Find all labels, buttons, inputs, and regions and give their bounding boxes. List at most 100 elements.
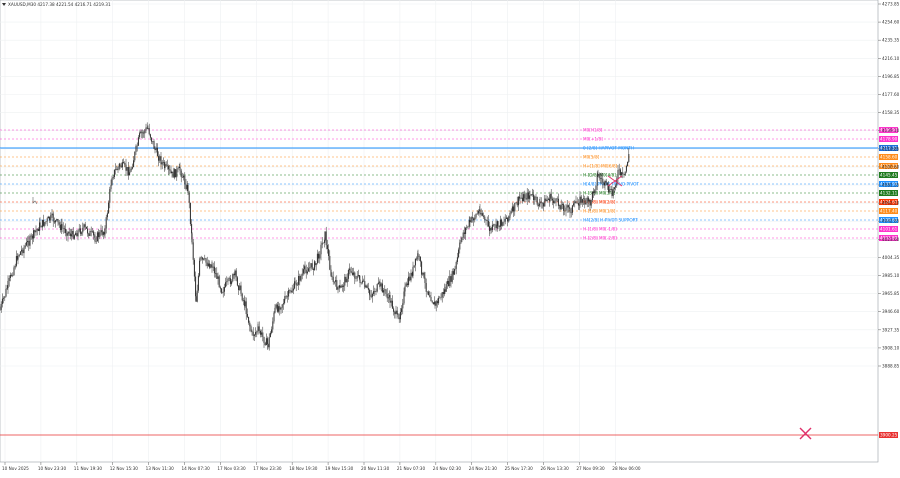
candle-body xyxy=(156,147,158,157)
candle-body xyxy=(559,205,561,210)
candle-body xyxy=(199,257,201,261)
candle-body xyxy=(380,283,382,287)
candle-body xyxy=(556,198,558,200)
candle-body xyxy=(359,275,361,280)
candle-body xyxy=(338,285,340,288)
candle-body xyxy=(519,197,521,199)
time-label: 18 Nov 19:30 xyxy=(289,466,318,471)
candle-body xyxy=(610,189,612,190)
candle-body xyxy=(460,240,462,243)
candle-body xyxy=(468,220,470,227)
candle-body xyxy=(294,281,296,289)
candle-body xyxy=(280,307,282,310)
candle-body xyxy=(71,234,73,237)
level-tag-h-2-8 xyxy=(879,199,898,205)
candle-body xyxy=(187,185,189,193)
candle-body xyxy=(399,311,401,320)
candle-body xyxy=(312,268,314,270)
candle-body xyxy=(530,194,532,196)
price-label: 4119.85 xyxy=(882,146,900,151)
candle-body xyxy=(30,235,32,237)
candle-body xyxy=(159,156,161,161)
candle-body xyxy=(44,222,46,226)
candle-body xyxy=(91,231,93,232)
candle-body xyxy=(485,219,487,221)
candle-body xyxy=(561,204,563,205)
candle-body xyxy=(158,156,160,161)
candle-body xyxy=(601,178,603,180)
candle-body xyxy=(295,282,297,286)
candle-body xyxy=(67,231,69,236)
candle-body xyxy=(553,200,555,204)
candle-body xyxy=(116,169,118,171)
candle-body xyxy=(318,253,320,259)
candle-body xyxy=(257,326,259,329)
candle-body xyxy=(535,196,537,198)
candle-body xyxy=(181,177,183,178)
candle-body xyxy=(549,193,551,202)
candle-body xyxy=(576,202,578,204)
candle-body xyxy=(354,272,356,279)
candle-body xyxy=(584,198,586,205)
candle-body xyxy=(423,272,425,278)
candle-body xyxy=(252,331,254,336)
time-label: 13 Nov 11:30 xyxy=(146,466,175,471)
candle-body xyxy=(4,296,6,298)
candle-body xyxy=(274,307,276,313)
candle-body xyxy=(314,261,316,266)
candle-body xyxy=(419,256,421,262)
candle-body xyxy=(533,194,535,201)
candle-body xyxy=(147,127,149,129)
candle-body xyxy=(606,182,608,186)
candle-body xyxy=(39,222,41,227)
candle-body xyxy=(465,227,467,234)
candle-body xyxy=(160,156,162,165)
candle-body xyxy=(215,273,217,274)
candle-body xyxy=(612,189,614,196)
candle-body xyxy=(212,266,214,268)
candle-body xyxy=(384,289,386,291)
candle-body xyxy=(355,278,357,279)
level-tag-h-dark xyxy=(879,172,898,178)
candle-body xyxy=(363,280,365,282)
candle-body xyxy=(24,245,26,248)
candle-body xyxy=(289,290,291,291)
candle-body xyxy=(78,228,80,231)
candle-body xyxy=(110,185,112,190)
plot-area[interactable] xyxy=(0,0,879,463)
chart-header: XAUUSD,M30 4217.38 4221.54 4216.71 4219.… xyxy=(8,2,111,7)
candle-body xyxy=(489,227,491,231)
candle-body xyxy=(565,207,567,211)
candle-body xyxy=(340,285,342,288)
candle-body xyxy=(598,173,600,179)
time-label: 24 Nov 21:30 xyxy=(469,466,498,471)
candle-body xyxy=(599,178,601,179)
candle-body xyxy=(178,166,180,168)
candle-body xyxy=(141,132,143,134)
candle-body xyxy=(90,230,92,232)
candle-body xyxy=(161,162,163,165)
level-label-h-m1: H-[1/8] M0[-1/8] xyxy=(583,227,617,232)
candle-body xyxy=(136,145,138,147)
candle-body xyxy=(85,226,87,229)
candle-body xyxy=(7,280,9,289)
candle-body xyxy=(148,127,150,135)
candle-body xyxy=(57,219,59,223)
candle-body xyxy=(462,232,464,238)
candle-body xyxy=(73,235,75,239)
candle-body xyxy=(102,232,104,235)
candle-body xyxy=(369,294,371,296)
red-level-tag-text: 3900.25 xyxy=(880,433,898,438)
candle-body xyxy=(236,277,238,286)
candle-body xyxy=(405,283,407,287)
candle-body xyxy=(475,214,477,218)
candle-body xyxy=(256,331,258,333)
candle-body xyxy=(234,270,236,276)
candle-body xyxy=(183,175,185,178)
candle-body xyxy=(101,230,103,235)
candle-body xyxy=(262,332,264,337)
candle-body xyxy=(555,198,557,202)
candle-body xyxy=(213,266,215,274)
